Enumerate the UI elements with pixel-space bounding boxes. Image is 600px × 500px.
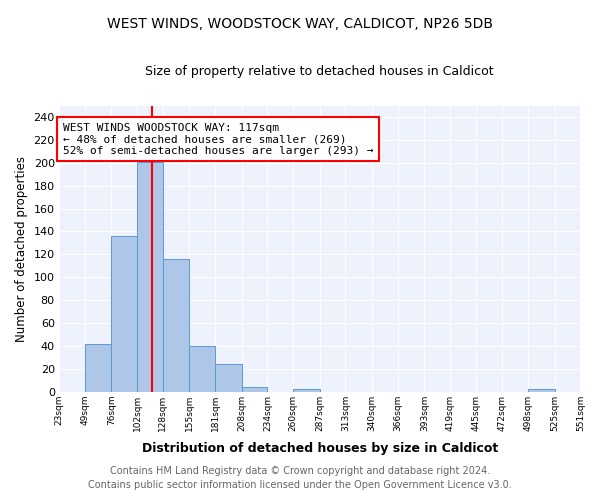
Bar bbox=[85, 344, 112, 392]
X-axis label: Distribution of detached houses by size in Caldicot: Distribution of detached houses by size … bbox=[142, 442, 498, 455]
Bar bbox=[215, 364, 242, 392]
Bar bbox=[242, 387, 268, 392]
Bar bbox=[293, 390, 320, 392]
Bar bbox=[112, 236, 137, 392]
Bar bbox=[190, 346, 215, 392]
Y-axis label: Number of detached properties: Number of detached properties bbox=[15, 156, 28, 342]
Bar bbox=[528, 390, 555, 392]
Text: Contains HM Land Registry data © Crown copyright and database right 2024.
Contai: Contains HM Land Registry data © Crown c… bbox=[88, 466, 512, 490]
Text: WEST WINDS, WOODSTOCK WAY, CALDICOT, NP26 5DB: WEST WINDS, WOODSTOCK WAY, CALDICOT, NP2… bbox=[107, 18, 493, 32]
Text: WEST WINDS WOODSTOCK WAY: 117sqm
← 48% of detached houses are smaller (269)
52% : WEST WINDS WOODSTOCK WAY: 117sqm ← 48% o… bbox=[63, 122, 373, 156]
Bar bbox=[137, 162, 163, 392]
Bar bbox=[163, 259, 190, 392]
Title: Size of property relative to detached houses in Caldicot: Size of property relative to detached ho… bbox=[145, 65, 494, 78]
